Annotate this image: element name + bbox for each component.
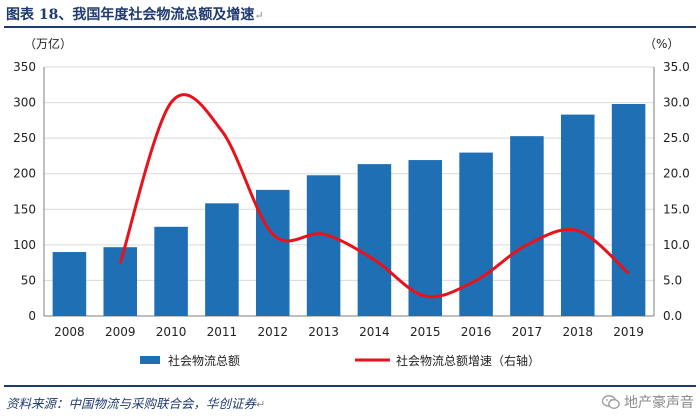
bar	[205, 203, 239, 316]
x-tick-label: 2009	[105, 325, 136, 339]
bar	[306, 175, 341, 316]
source-note: 资料来源：中国物流与采购联合会，华创证券↵	[6, 396, 266, 411]
x-tick-label: 2014	[359, 325, 390, 339]
legend-line-label: 社会物流总额增速（右轴）	[396, 353, 540, 368]
y-right-tick-label: 30.0	[663, 96, 690, 110]
y-right-tick-label: 35.0	[663, 60, 690, 74]
wechat-icon	[601, 394, 620, 410]
y-left-tick-label: 200	[13, 167, 36, 181]
x-tick-label: 2012	[257, 325, 288, 339]
bar	[510, 136, 544, 316]
x-tick-label: 2018	[562, 325, 593, 339]
x-tick-label: 2011	[207, 325, 238, 339]
growth-line	[118, 93, 630, 299]
return-mark-icon: ↵	[254, 9, 264, 22]
y-right-tick-label: 15.0	[663, 202, 690, 216]
y-left-unit: （万亿）	[24, 36, 72, 51]
x-tick-label: 2015	[410, 325, 441, 339]
y-left-tick-label: 150	[13, 202, 36, 216]
bar	[103, 247, 138, 316]
x-tick-label: 2013	[308, 325, 339, 339]
x-tick-label: 2019	[613, 325, 644, 339]
y-right-tick-label: 0.0	[663, 309, 682, 323]
bar	[611, 103, 646, 316]
x-tick-label: 2016	[461, 325, 492, 339]
x-tick-label: 2017	[512, 325, 543, 339]
watermark-text: 地产豪声音	[624, 395, 694, 411]
y-left-tick-label: 250	[13, 131, 36, 145]
chart: 0 50 100 150 200 250 300 350 0.0 5.0 10.0 15.0 20.0 2…	[13, 36, 690, 368]
legend-bar-swatch	[140, 356, 160, 364]
footer-divider	[4, 385, 696, 387]
y-right-unit: （%）	[644, 37, 679, 51]
x-tick-label: 2010	[156, 325, 187, 339]
y-left-tick-label: 0	[28, 309, 36, 323]
y-right-tick-label: 10.0	[663, 238, 690, 252]
y-left-tick-label: 350	[13, 60, 36, 74]
y-right-tick-label: 25.0	[663, 131, 690, 145]
y-right-tick-label: 20.0	[663, 167, 690, 181]
bar	[52, 252, 87, 316]
y-right-tick-label: 5.0	[663, 273, 682, 287]
y-left-tick-label: 50	[21, 273, 36, 287]
bar	[255, 189, 290, 316]
y-left-tick-label: 300	[13, 96, 36, 110]
x-tick-label: 2008	[54, 325, 85, 339]
watermark: 地产豪声音	[601, 392, 694, 412]
bar	[154, 226, 188, 316]
page-title: 图表 18、我国年度社会物流总额及增速↵	[6, 7, 264, 23]
return-mark-icon: ↵	[256, 398, 266, 411]
bar	[459, 152, 493, 316]
y-left-tick-label: 100	[13, 238, 36, 252]
bar	[357, 164, 392, 316]
title-divider	[4, 26, 696, 28]
legend-bar-label: 社会物流总额	[168, 353, 240, 368]
bar	[560, 114, 595, 316]
